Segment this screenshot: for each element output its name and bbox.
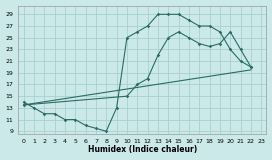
X-axis label: Humidex (Indice chaleur): Humidex (Indice chaleur) [88, 145, 197, 154]
